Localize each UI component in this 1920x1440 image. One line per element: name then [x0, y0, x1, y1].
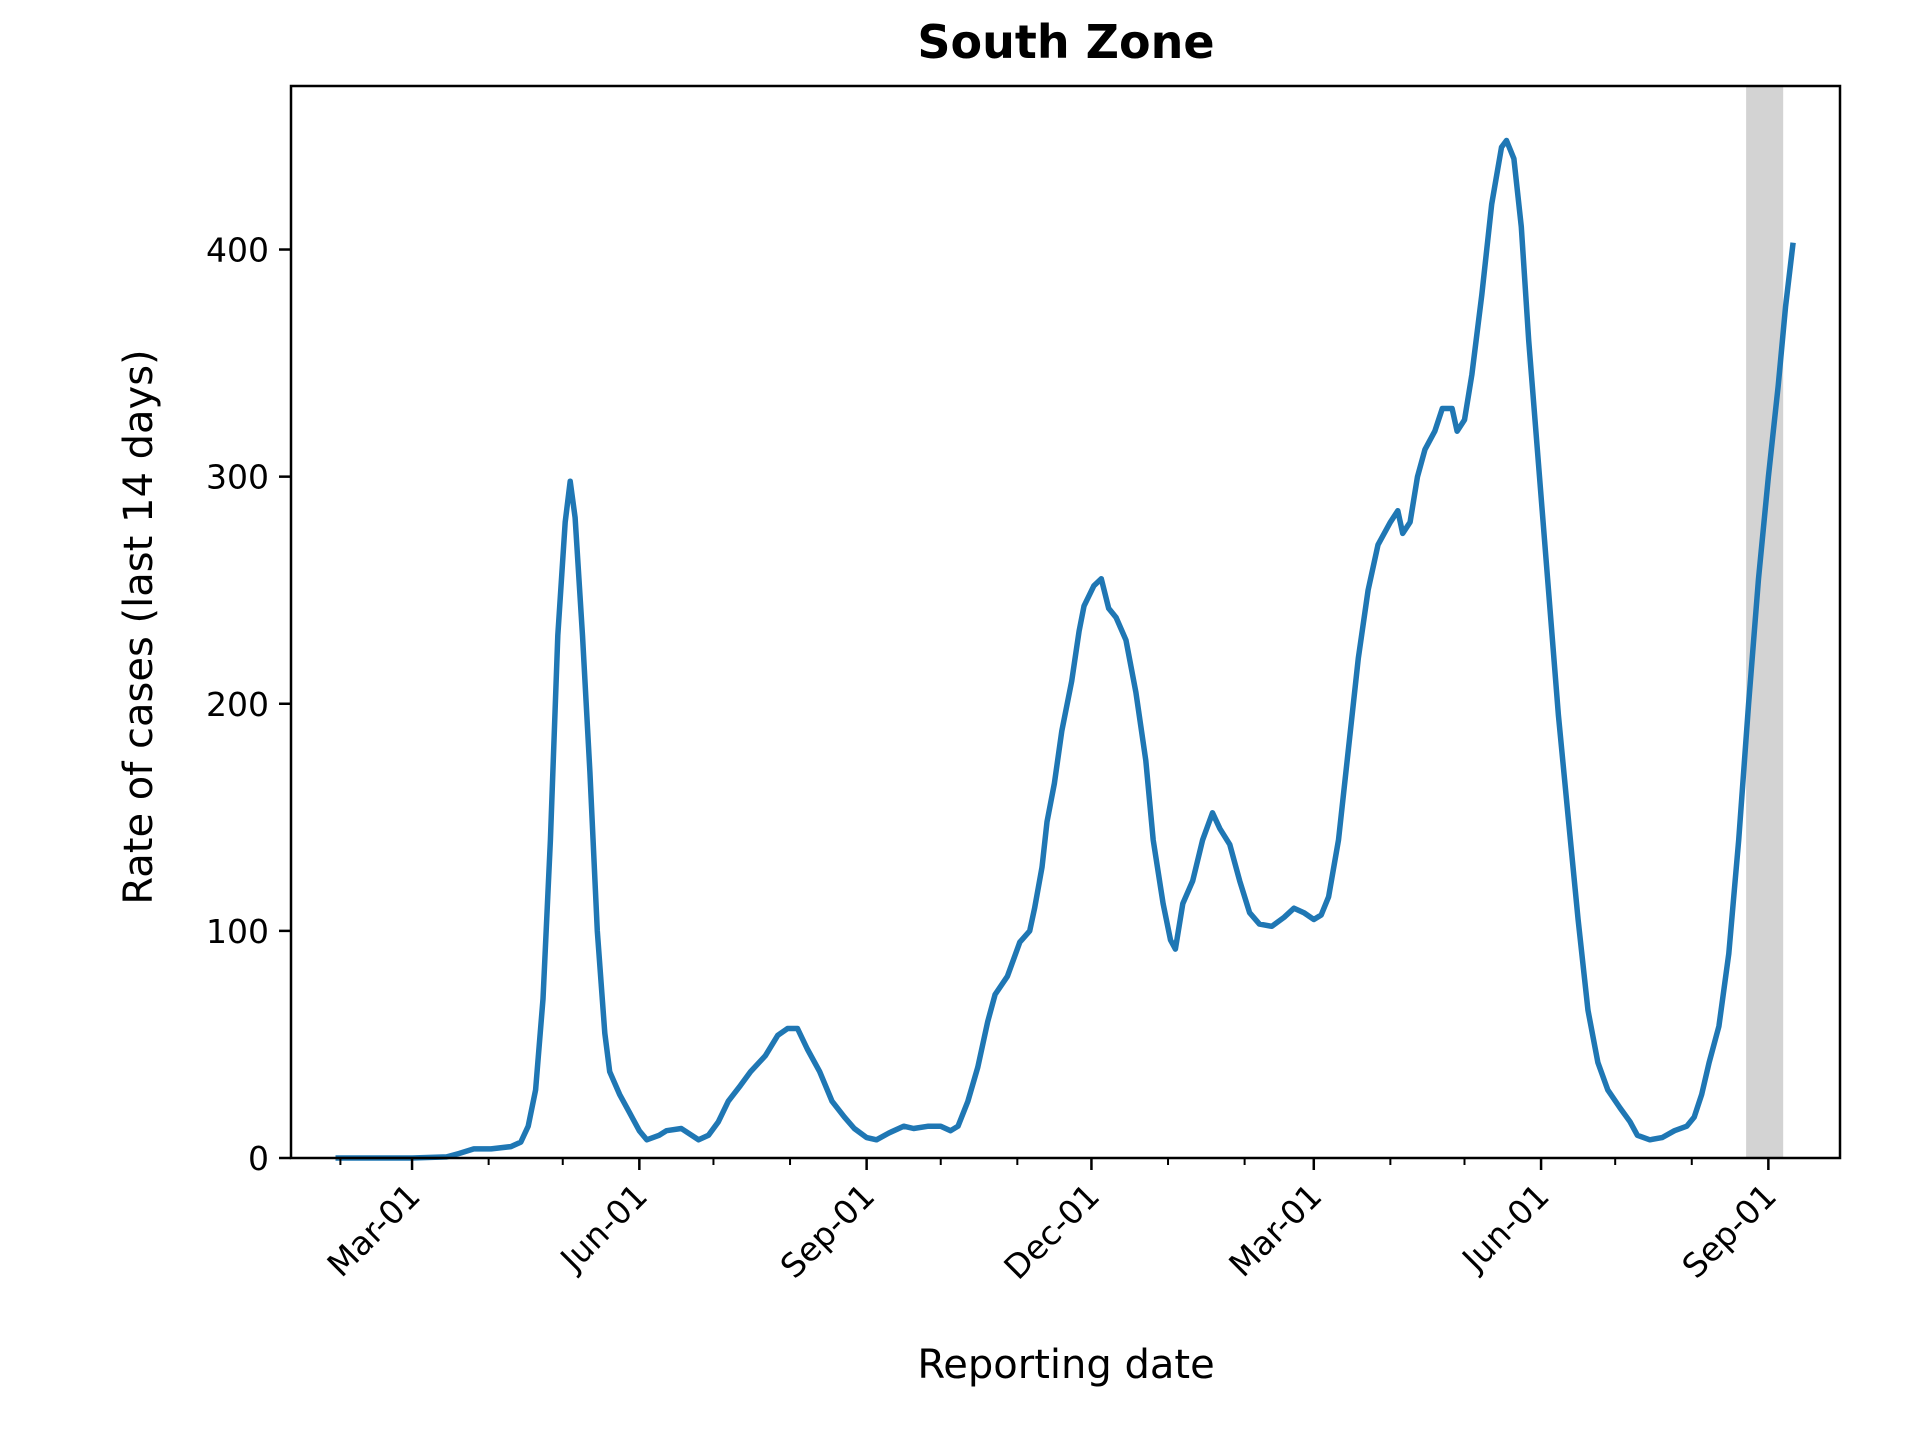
y-tick-label: 0: [248, 1139, 269, 1178]
shaded-region: [1746, 86, 1784, 1158]
plot-frame: [289, 84, 1842, 1160]
x-axis-label: Reporting date: [917, 1342, 1214, 1388]
y-axis-label: Rate of cases (last 14 days): [116, 349, 162, 904]
chart-title: South Zone: [917, 15, 1214, 69]
y-tick-label: 100: [206, 912, 269, 951]
y-tick-label: 200: [206, 685, 269, 724]
shaded-region-layer: [1746, 86, 1784, 1158]
series-layer: [335, 137, 1796, 1161]
y-tick-label: 400: [206, 231, 269, 270]
series-line-1: [335, 137, 1796, 1161]
y-tick-label: 300: [206, 458, 269, 497]
